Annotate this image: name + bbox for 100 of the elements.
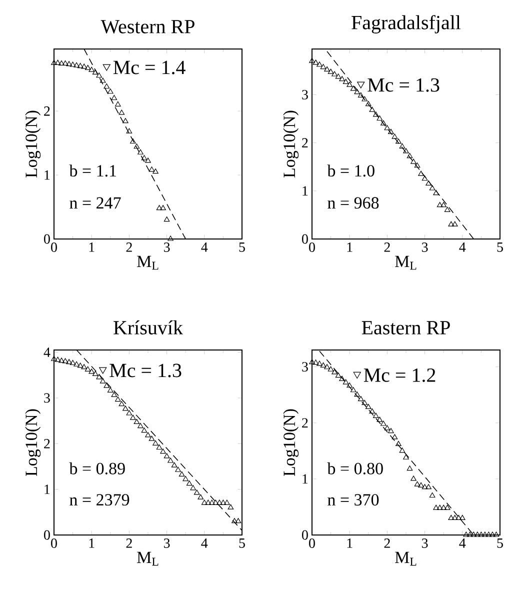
point [328,366,334,372]
point [212,500,219,505]
x-tick-label: 1 [347,242,352,252]
point [171,462,178,468]
point [148,166,155,172]
point [320,64,326,70]
y-axis-title: Log10(N) [25,409,41,476]
point [474,532,480,537]
point [342,379,349,384]
point [452,221,458,226]
y-tick-label: 0 [44,530,50,540]
point [62,358,68,364]
point [328,68,334,74]
y-tick-label: 3 [302,362,308,372]
point [332,369,338,374]
y-tick-label: 0 [302,234,308,244]
point [182,476,188,482]
point [118,401,125,406]
point [392,434,398,440]
point [58,60,64,66]
point [463,532,470,537]
point [418,482,424,488]
point [452,514,458,520]
x-tick-label: 5 [497,538,503,548]
y-tick-label: 3 [302,90,308,100]
point [66,359,72,364]
point [228,504,234,510]
y-tick-label: 2 [302,138,308,148]
annotation: b = 0.89 [69,462,125,474]
y-axis-title: Log10(N) [25,110,41,178]
point [422,484,428,490]
point [448,514,454,520]
point [358,92,364,98]
y-tick-label: 3 [44,393,50,403]
x-tick-label: 0 [51,538,57,548]
point [194,490,200,495]
point [384,125,390,130]
point [482,532,488,537]
point [74,361,80,366]
point [426,180,432,186]
point [81,64,87,69]
point [54,356,61,362]
point [138,422,144,428]
point [104,83,110,89]
point [426,484,432,490]
point [232,518,238,524]
point [436,504,443,510]
point [100,78,106,83]
point [312,360,319,365]
point [118,110,125,115]
point [130,414,136,420]
point [440,504,446,510]
point [126,128,132,134]
point [369,408,376,414]
point [134,418,140,424]
point [335,74,342,79]
point [205,500,212,505]
point [58,358,64,363]
point [399,143,406,148]
point [66,61,72,66]
point [141,428,148,433]
x-tick-label: 5 [497,242,503,252]
point [51,60,57,65]
x-tick-label: 5 [239,538,245,548]
x-tick-label: 4 [459,538,466,548]
chart-title: Eastern RP [362,321,450,334]
point [478,532,484,537]
x-tick-label: 3 [164,538,170,548]
point [122,406,128,411]
point [486,532,492,537]
point [198,494,204,500]
x-tick-label: 0 [309,538,315,548]
point [190,485,196,490]
chart-title: Krísuvík [114,320,183,334]
point [235,518,242,524]
point [160,204,166,210]
y-tick-label: 2 [302,418,308,428]
point [77,62,84,68]
point [459,514,466,520]
x-tick-label: 2 [384,538,390,548]
x-tick-label: 2 [126,242,132,252]
point [365,101,372,106]
annotation: Mc = 1.4 [113,60,186,74]
point [164,453,170,458]
point [414,481,420,486]
point [141,155,148,160]
point [115,396,121,402]
annotation: n = 968 [328,197,379,209]
point [320,362,326,368]
point [77,362,84,368]
point [96,72,102,78]
point [403,148,409,154]
point [115,101,121,106]
point [74,62,80,68]
annotation: n = 370 [328,494,379,506]
point [388,128,394,134]
annotation: Mc = 1.3 [110,364,182,378]
point [342,78,349,84]
point [152,168,158,174]
point [354,392,360,397]
